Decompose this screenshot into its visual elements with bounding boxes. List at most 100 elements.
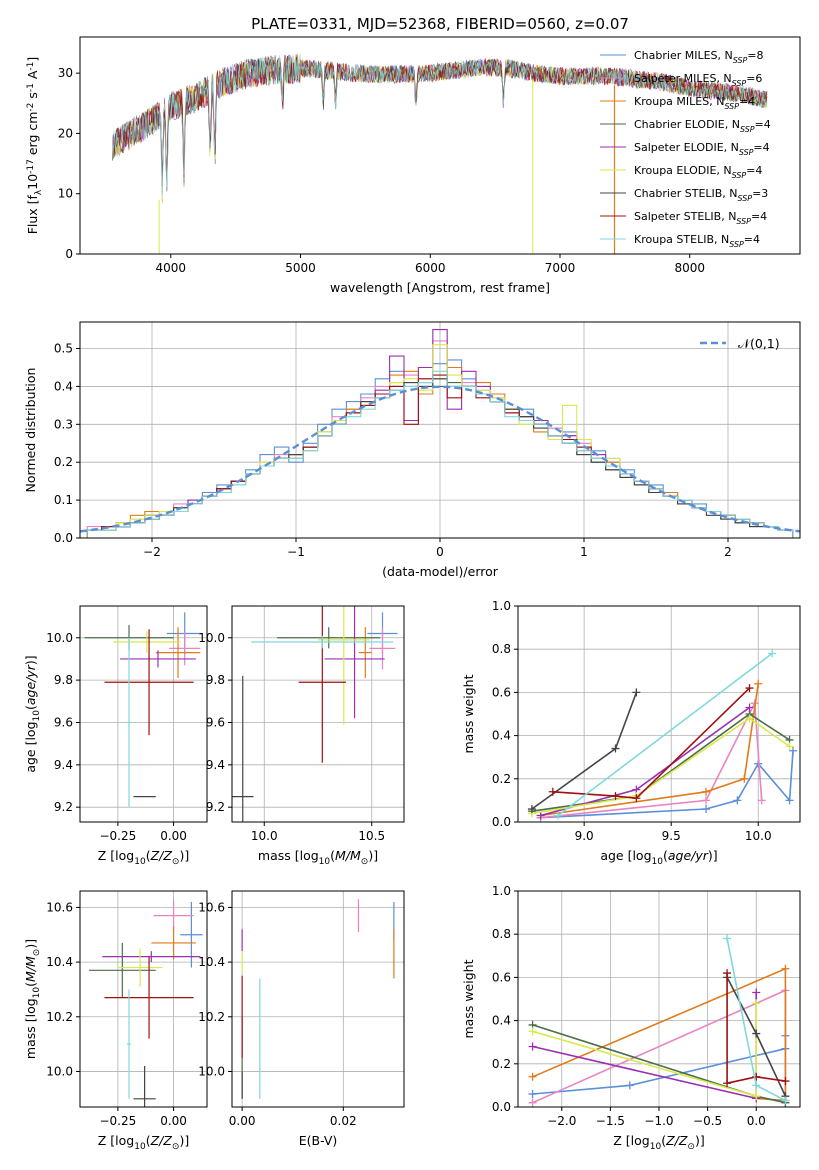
weight-point-marker: [611, 792, 620, 801]
label-part: 10: [134, 857, 146, 867]
y-tick-label: 9.8: [54, 673, 73, 687]
weight-point-marker: [632, 688, 641, 697]
label-part: (: [661, 1133, 666, 1148]
label-part: ⊙: [687, 1142, 695, 1152]
x-axis-label: (data-model)/error: [382, 564, 499, 579]
y-axis-label: mass weight: [461, 674, 476, 753]
residual-histogram-panel: −2 −1 0 1 2 0.0 0.1 0.2 0.3 0.4 0.5 (data-model)/er…: [23, 321, 801, 579]
label-part: 10: [134, 1142, 146, 1152]
y-tick-label: 0.4: [492, 1014, 511, 1028]
label-part: =4: [746, 164, 762, 177]
plot-area: [528, 934, 790, 1107]
y-tick-label: 0.2: [54, 455, 73, 469]
label-part: Kroupa ELODIE, N: [634, 164, 732, 177]
x-tick-label: 10.5: [358, 829, 385, 843]
plot-area: [84, 612, 203, 808]
x-axis-label: E(B-V): [299, 1133, 338, 1148]
plot-area: [80, 329, 800, 538]
label-part: wavelength [Angstrom, rest frame]: [330, 280, 550, 295]
weight-point-marker: [785, 742, 794, 751]
weight-point-marker: [632, 794, 641, 803]
plot-area: [232, 606, 398, 822]
y-tick-label: 9.8: [206, 673, 225, 687]
legend-entry: 𝒩(0,1): [738, 336, 780, 351]
y-tick-label: 0.8: [492, 642, 511, 656]
label-part: -2: [26, 103, 36, 112]
label-part: Salpeter MILES, N: [634, 72, 732, 85]
axes-frame: [231, 605, 405, 823]
y-tick-label: 10.0: [198, 631, 225, 645]
y-tick-label: 0.5: [54, 342, 73, 356]
weight-point-marker: [752, 1081, 761, 1090]
x-tick-label: 0.02: [330, 1114, 357, 1128]
label-part: =4: [755, 118, 771, 131]
label-part: 10: [32, 710, 42, 722]
weight-series-line: [540, 683, 759, 817]
weight-point-marker: [723, 1079, 732, 1088]
label-part: erg cm: [25, 112, 40, 160]
label-part: SSP: [739, 148, 754, 157]
weight-point-marker: [528, 1072, 537, 1081]
x-tick-label: −0.25: [99, 1114, 136, 1128]
label-part: SSP: [732, 79, 747, 88]
legend-entry: Kroupa MILES, NSSP=4: [634, 95, 755, 111]
y-axis-label: Flux [fλ10-17 erg cm-2 s-1 A-1]: [25, 57, 44, 235]
y-tick-label: 9.6: [54, 715, 73, 729]
label-part: -1: [26, 83, 36, 92]
weight-point-marker: [536, 811, 545, 820]
y-axis-label: Normed distribution: [23, 368, 38, 493]
weight-series-line: [540, 706, 750, 817]
label-part: 10: [319, 857, 331, 867]
label-part: M/M: [23, 956, 38, 982]
label-part: -1: [26, 62, 36, 71]
label-part: ⊙: [172, 1142, 180, 1152]
label-part: )]: [23, 939, 38, 949]
legend-entry: Kroupa ELODIE, NSSP=4: [634, 164, 762, 180]
weight-point-marker: [768, 649, 777, 658]
weight-point-marker: [528, 1027, 537, 1036]
x-tick-label: −0.5: [693, 1114, 722, 1128]
label-part: Z [log: [98, 848, 134, 863]
label-part: ⊙: [172, 857, 180, 867]
label-part: Kroupa STELIB, N: [634, 233, 729, 246]
weight-point-marker: [702, 787, 710, 796]
label-part: E(B-V): [299, 1133, 338, 1148]
weight-point-marker: [548, 787, 557, 796]
x-tick-label: 7000: [545, 261, 576, 275]
x-tick-label: 6000: [415, 261, 446, 275]
axes-frame: [517, 605, 801, 823]
label-part: )]: [23, 655, 38, 665]
label-part: mass [log: [23, 998, 38, 1059]
weight-point-marker: [754, 679, 763, 688]
y-tick-label: 0.8: [492, 927, 511, 941]
weight-point-marker: [528, 1090, 537, 1099]
weight-point-marker: [745, 684, 754, 693]
label-part: 10: [32, 987, 42, 999]
weight-series-line: [540, 750, 794, 819]
weight-point-marker: [702, 805, 710, 814]
legend-entry: Chabrier ELODIE, NSSP=4: [634, 118, 771, 134]
label-part: (: [330, 848, 335, 863]
weight-point-marker: [752, 1029, 761, 1038]
axes-frame: [79, 890, 208, 1108]
label-part: age/yr: [23, 664, 38, 705]
label-part: =4: [751, 210, 767, 223]
label-part: Z/Z: [150, 1133, 173, 1148]
y-tick-label: 0.2: [492, 1057, 511, 1071]
mass-vs-extinction-panel: 0.00 0.02 10.0 10.2 10.4 10.6 E(B-V): [198, 890, 405, 1148]
x-tick-label: 1: [580, 545, 588, 559]
weight-point-marker: [723, 934, 732, 943]
y-tick-label: 0.0: [492, 815, 511, 829]
label-part: SSP: [729, 240, 744, 249]
age-vs-mass-panel: 10.0 10.5 9.2 9.4 9.6 9.8 10.0 mass [log10(M/M⊙…: [198, 605, 405, 867]
x-axis-label: Z [log10(Z/Z⊙)]: [98, 1133, 189, 1152]
label-part: mass [log: [258, 848, 319, 863]
y-tick-label: 9.4: [54, 758, 73, 772]
y-tick-label: 10.2: [198, 1010, 225, 1024]
weight-point-marker: [528, 1042, 537, 1051]
y-tick-label: 20: [58, 126, 73, 140]
mass-weight-vs-metallicity-panel: −2.0 −1.5 −1.0 −0.5 0.0 0.0 0.2 0.4 0.6 0.8 1.0 Z […: [461, 884, 801, 1152]
label-part: )]: [368, 848, 378, 863]
y-tick-label: 30: [58, 66, 73, 80]
